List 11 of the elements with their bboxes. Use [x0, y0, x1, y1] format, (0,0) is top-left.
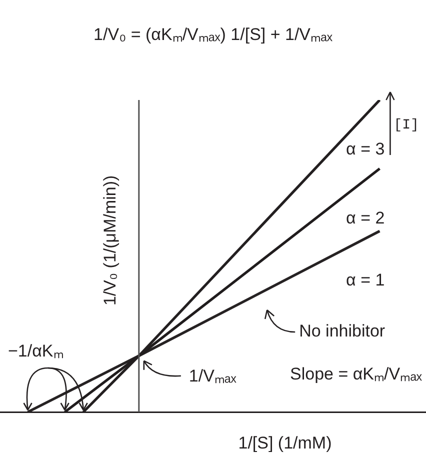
chart-title: 1/V₀ = (αKₘ/Vₘₐₓ) 1/[S] + 1/Vₘₐₓ — [92, 24, 334, 45]
y-axis-title: 1/V₀ (1/(μM/min)) — [100, 175, 120, 306]
annotation: Slope = αKₘ/Vₘₐₓ — [290, 364, 422, 384]
series-label: α = 1 — [346, 270, 385, 290]
annotation: −1/αKₘ — [8, 342, 64, 361]
annotation: No inhibitor — [299, 322, 386, 341]
x-axis-title: 1/[S] (1/mM) — [238, 434, 332, 453]
annotation: 1/Vₘₐₓ — [188, 366, 237, 386]
series-label: α = 2 — [346, 208, 385, 228]
annotation: [I] — [394, 118, 419, 134]
series-label: α = 3 — [346, 140, 385, 159]
